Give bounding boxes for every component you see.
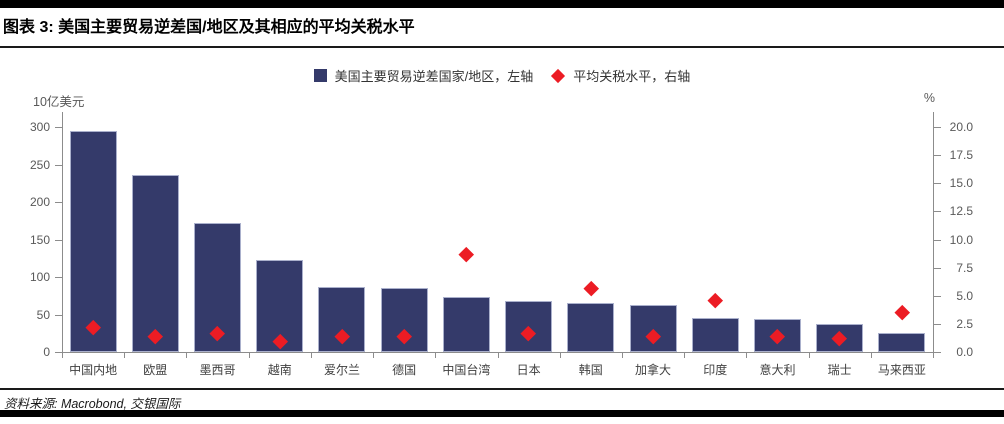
bar-墨西哥 (194, 223, 242, 352)
y-axis-left-tick (55, 314, 62, 316)
source-note: 资料来源: Macrobond, 交银国际 (4, 397, 181, 411)
tariff-diamond-马来西亚 (894, 305, 910, 321)
y-axis-right-tick (934, 239, 941, 241)
y-axis-right-tick (934, 127, 941, 128)
y-axis-left-line (62, 112, 63, 353)
x-axis-category-label: 日本 (516, 363, 541, 377)
tariff-diamond-中国台湾 (458, 246, 474, 262)
y-axis-right-tick (934, 155, 941, 157)
x-axis-tick (870, 353, 872, 358)
y-axis-left-tick-label: 150 (29, 232, 50, 247)
top-border-bar (0, 0, 1004, 8)
x-axis-tick (186, 353, 188, 358)
x-axis-category-label: 瑞士 (827, 363, 852, 377)
x-axis-tick (808, 353, 810, 358)
x-axis-tick (559, 353, 561, 358)
y-axis-right-tick (934, 183, 941, 185)
x-axis-category-label: 加拿大 (635, 363, 672, 377)
x-axis-category-label: 德国 (392, 363, 417, 377)
y-axis-right-tick (934, 211, 941, 213)
y-axis-right-tick-label: 10.0 (949, 232, 973, 247)
right-axis-unit-label: % (923, 91, 935, 105)
x-axis-tick (373, 353, 375, 358)
y-axis-left-tick (55, 352, 62, 353)
x-axis-line (62, 352, 934, 353)
y-axis-left-tick-label: 50 (36, 307, 50, 322)
x-axis-tick (62, 353, 63, 358)
x-axis-category-label: 印度 (703, 363, 728, 377)
y-axis-right-tick (934, 267, 941, 269)
y-axis-right-tick-label: 17.5 (949, 148, 973, 163)
y-axis-right-line (933, 112, 934, 353)
x-axis-category-label: 欧盟 (143, 363, 168, 377)
legend-diamonds-label: 平均关税水平，右轴 (573, 69, 691, 84)
y-axis-right-tick-label: 0.0 (956, 345, 973, 359)
y-axis-left-tick-label: 0 (43, 345, 50, 359)
legend-item-bars: 美国主要贸易逆差国家/地区，左轴 (313, 66, 534, 85)
x-axis-category-label: 墨西哥 (199, 363, 236, 377)
title-divider-line (0, 46, 1004, 48)
left-axis-unit-label: 10亿美元 (33, 95, 85, 109)
x-axis-tick (497, 353, 499, 358)
x-axis-tick (435, 353, 437, 358)
x-axis-category-label: 马来西亚 (877, 363, 926, 377)
y-axis-right-tick-label: 2.5 (956, 316, 973, 331)
y-axis-left-tick (55, 127, 62, 128)
x-axis-tick (621, 353, 623, 358)
bar-series-swatch-icon (313, 69, 327, 82)
diamond-marker-icon (551, 68, 566, 83)
y-axis-left-tick (55, 202, 62, 203)
bar-中国台湾 (442, 296, 490, 352)
chart-title: 图表 3: 美国主要贸易逆差国/地区及其相应的平均关税水平 (3, 19, 415, 36)
y-axis-right-tick (934, 323, 941, 325)
x-axis-tick (124, 353, 126, 358)
x-axis-category-label: 爱尔兰 (323, 363, 360, 377)
tariff-diamond-韩国 (583, 280, 599, 296)
tariff-diamond-印度 (707, 292, 723, 308)
bar-印度 (691, 317, 739, 352)
x-axis-category-label: 韩国 (578, 363, 603, 377)
x-axis-category-label: 越南 (267, 363, 292, 377)
y-axis-right-tick (934, 352, 941, 353)
y-axis-right-tick (934, 295, 941, 297)
x-axis-tick (248, 353, 250, 358)
x-axis-category-label: 意大利 (759, 363, 796, 377)
y-axis-right-tick-label: 15.0 (949, 176, 973, 191)
y-axis-right-tick-label: 7.5 (956, 260, 973, 275)
y-axis-left-tick-label: 300 (29, 120, 50, 134)
x-axis-category-label: 中国台湾 (442, 363, 491, 377)
y-axis-left-tick-label: 250 (29, 157, 50, 172)
y-axis-left-tick-label: 200 (29, 195, 50, 209)
bar-马来西亚 (878, 333, 926, 352)
footer-divider-line (0, 388, 1004, 390)
legend-item-diamonds: 平均关税水平，右轴 (551, 66, 690, 85)
bottom-border-bar (0, 410, 1004, 417)
y-axis-left-tick (55, 164, 62, 166)
y-axis-left-tick (55, 277, 62, 278)
y-axis-right-tick-label: 5.0 (956, 288, 973, 303)
bar-韩国 (567, 302, 615, 352)
bar-加拿大 (629, 304, 677, 352)
y-axis-left-tick (55, 239, 62, 241)
x-axis-category-label: 中国内地 (69, 363, 118, 377)
bar-中国内地 (69, 130, 117, 352)
y-axis-left-tick-label: 100 (29, 270, 50, 284)
x-axis-tick (746, 353, 748, 358)
legend: 美国主要贸易逆差国家/地区，左轴 平均关税水平，右轴 (0, 66, 1004, 85)
y-axis-right-tick-label: 20.0 (949, 120, 973, 134)
legend-bars-label: 美国主要贸易逆差国家/地区，左轴 (334, 69, 534, 84)
x-axis-tick (684, 353, 686, 358)
bar-欧盟 (131, 175, 179, 352)
x-axis-tick (933, 353, 934, 358)
y-axis-right-tick-label: 12.5 (949, 204, 973, 219)
x-axis-tick (310, 353, 312, 358)
bar-爱尔兰 (318, 286, 366, 352)
